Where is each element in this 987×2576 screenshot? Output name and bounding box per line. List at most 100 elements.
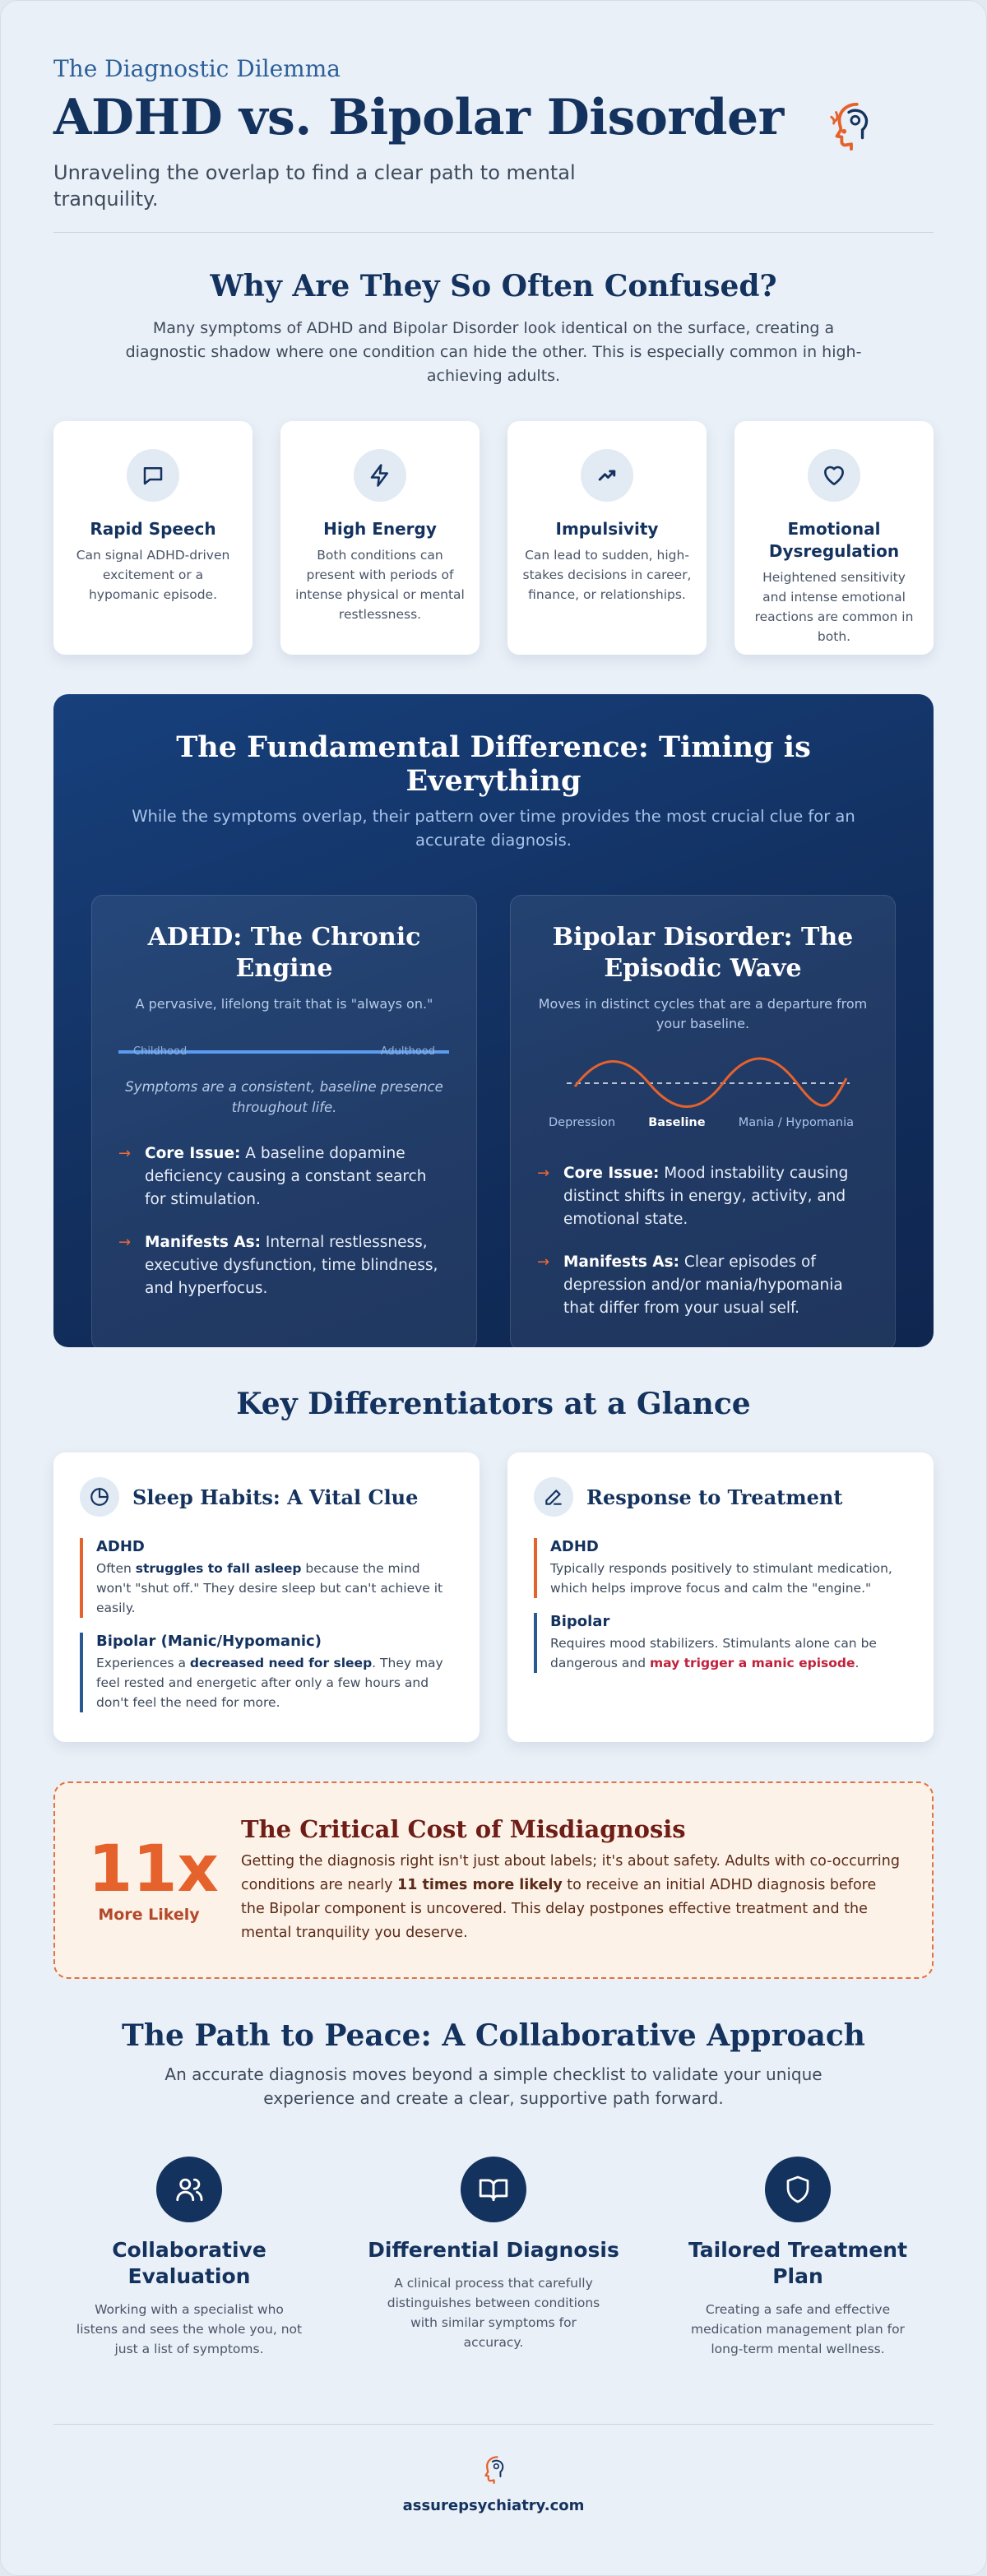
open-book-icon — [461, 2157, 526, 2222]
stat-label: More Likely — [98, 1906, 200, 1924]
list-item: → Core Issue: Mood instability causing di… — [537, 1162, 869, 1231]
column-title: Bipolar Disorder: The Episodic Wave — [552, 923, 854, 983]
page-subtitle: Unraveling the overlap to find a clear p… — [53, 161, 576, 211]
wave-labels: Depression Baseline Mania / Hypomania — [537, 1116, 869, 1129]
line-start-label: Childhood — [133, 1045, 188, 1058]
adhd-block: ADHD Typically responds positively to st… — [534, 1538, 907, 1598]
pie-clock-icon — [80, 1477, 119, 1517]
treatment-card: Response to Treatment ADHD Typically res… — [507, 1452, 934, 1742]
step-title: Differential Diagnosis — [368, 2238, 619, 2262]
differentiator-cards: Sleep Habits: A Vital Clue ADHD Often st… — [53, 1452, 934, 1742]
card-title: Sleep Habits: A Vital Clue — [132, 1485, 419, 1509]
constant-line — [118, 1050, 449, 1054]
column-subtitle: A pervasive, lifelong trait that is "alw… — [135, 996, 433, 1012]
card-header: Response to Treatment — [534, 1477, 907, 1517]
wave-label-depression: Depression — [549, 1116, 616, 1129]
symptom-cards: Rapid Speech Can signal ADHD-driven exci… — [53, 421, 934, 655]
callout-title: The Critical Cost of Misdiagnosis — [241, 1815, 686, 1843]
callout-text: Getting the diagnosis right isn't just a… — [241, 1853, 900, 1941]
symptom-card-emotional-dysregulation: Emotional Dysregulation Heightened sensi… — [734, 421, 934, 655]
card-text: Both conditions can present with periods… — [295, 548, 465, 622]
card-text: Heightened sensitivity and intense emoti… — [754, 570, 914, 644]
symptom-card-impulsivity: Impulsivity Can lead to sudden, high-sta… — [507, 421, 707, 655]
sleep-card: Sleep Habits: A Vital Clue ADHD Often st… — [53, 1452, 480, 1742]
card-header: Sleep Habits: A Vital Clue — [80, 1477, 453, 1517]
card-title: Impulsivity — [555, 519, 659, 539]
list-item: → Manifests As: Internal restlessness, ex… — [118, 1231, 450, 1300]
path-to-peace-section: The Path to Peace: A Collaborative Appro… — [53, 2018, 934, 2359]
pencil-icon — [534, 1477, 573, 1517]
list-item: → Manifests As: Clear episodes of depress… — [537, 1251, 869, 1320]
card-title: Response to Treatment — [586, 1485, 843, 1509]
why-confused-section: Why Are They So Often Confused? Many sym… — [53, 233, 934, 655]
card-text: Can signal ADHD-driven excitement or a h… — [76, 548, 230, 602]
block-label: ADHD — [96, 1538, 145, 1555]
cost-body: The Critical Cost of Misdiagnosis Gettin… — [241, 1815, 902, 1945]
timing-section: The Fundamental Difference: Timing is Ev… — [53, 694, 934, 1351]
shield-icon — [765, 2157, 831, 2222]
constant-line-visual: Childhood Adulthood — [118, 1034, 450, 1070]
misdiagnosis-cost-callout: 11x More Likely The Critical Cost of Mis… — [53, 1781, 934, 1979]
arrow-right-icon: → — [537, 1165, 550, 1182]
block-text: Experiences a decreased need for sleep. … — [96, 1656, 443, 1710]
arrow-right-icon: → — [537, 1253, 550, 1271]
step-title: Collaborative Evaluation — [112, 2238, 266, 2288]
eyebrow: The Diagnostic Dilemma — [53, 55, 341, 82]
section-intro: Many symptoms of ADHD and Bipolar Disord… — [125, 319, 862, 385]
block-text: Requires mood stabilizers. Stimulants al… — [550, 1636, 877, 1670]
step-text: Working with a specialist who listens an… — [76, 2302, 303, 2356]
stat-number: 11x — [88, 1832, 219, 1907]
speech-bubble-icon — [127, 449, 179, 502]
step-tailored-treatment-plan: Tailored Treatment Plan Creating a safe … — [662, 2157, 934, 2359]
list-item: → Core Issue: A baseline dopamine deficie… — [118, 1142, 450, 1212]
wave-label-baseline: Baseline — [648, 1116, 706, 1129]
bipolar-column: Bipolar Disorder: The Episodic Wave Move… — [510, 895, 896, 1351]
footer: assurepsychiatry.com — [53, 2424, 934, 2514]
section-title: Why Are They So Often Confused? — [210, 269, 777, 303]
header: The Diagnostic Dilemma ADHD vs. Bipolar … — [53, 1, 934, 233]
section-title: The Fundamental Difference: Timing is Ev… — [176, 730, 811, 798]
website-link[interactable]: assurepsychiatry.com — [402, 2497, 585, 2514]
card-title: Rapid Speech — [90, 519, 216, 539]
heart-icon — [808, 449, 860, 502]
adhd-points: → Core Issue: A baseline dopamine deficie… — [118, 1142, 450, 1300]
section-title: The Path to Peace: A Collaborative Appro… — [122, 2018, 865, 2053]
page-title: ADHD vs. Bipolar Disorder — [53, 89, 784, 146]
block-label: Bipolar (Manic/Hypomanic) — [96, 1633, 322, 1650]
line-note: Symptoms are a consistent, baseline pres… — [125, 1079, 443, 1115]
column-subtitle: Moves in distinct cycles that are a depa… — [538, 996, 868, 1031]
timing-columns: ADHD: The Chronic Engine A pervasive, li… — [91, 895, 896, 1351]
adhd-block: ADHD Often struggles to fall asleep beca… — [80, 1538, 453, 1618]
section-title: Key Differentiators at a Glance — [236, 1387, 751, 1421]
lightning-icon — [354, 449, 406, 502]
step-differential-diagnosis: Differential Diagnosis A clinical proces… — [358, 2157, 629, 2359]
people-icon — [156, 2157, 222, 2222]
step-text: Creating a safe and effective medication… — [691, 2302, 905, 2356]
card-title: High Energy — [323, 519, 437, 539]
card-text: Can lead to sudden, high-stakes decision… — [522, 548, 692, 602]
arrow-right-icon: → — [118, 1145, 132, 1162]
block-label: ADHD — [550, 1538, 599, 1555]
arrow-right-icon: → — [118, 1234, 132, 1251]
brain-head-logo-icon — [830, 102, 869, 151]
trend-up-icon — [581, 449, 633, 502]
symptom-card-rapid-speech: Rapid Speech Can signal ADHD-driven exci… — [53, 421, 253, 655]
bipolar-block: Bipolar Requires mood stabilizers. Stimu… — [534, 1613, 907, 1673]
episodic-wave-visual — [567, 1057, 850, 1108]
bipolar-points: → Core Issue: Mood instability causing di… — [537, 1162, 869, 1320]
line-end-label: Adulthood — [380, 1045, 435, 1058]
block-text: Often struggles to fall asleep because t… — [96, 1561, 443, 1615]
adhd-column: ADHD: The Chronic Engine A pervasive, li… — [91, 895, 477, 1351]
step-collaborative-evaluation: Collaborative Evaluation Working with a … — [53, 2157, 325, 2359]
wave-label-mania: Mania / Hypomania — [738, 1116, 854, 1129]
bipolar-block: Bipolar (Manic/Hypomanic) Experiences a … — [80, 1633, 453, 1712]
card-title: Emotional Dysregulation — [768, 519, 900, 561]
block-label: Bipolar — [550, 1613, 610, 1630]
symptom-card-high-energy: High Energy Both conditions can present … — [280, 421, 480, 655]
stat-block: 11x More Likely — [88, 1832, 219, 1924]
block-text: Typically responds positively to stimula… — [550, 1561, 892, 1596]
differentiators-section: Key Differentiators at a Glance Sleep Ha… — [53, 1387, 934, 1742]
step-title: Tailored Treatment Plan — [688, 2238, 908, 2288]
brain-head-logo-icon — [484, 2456, 504, 2484]
